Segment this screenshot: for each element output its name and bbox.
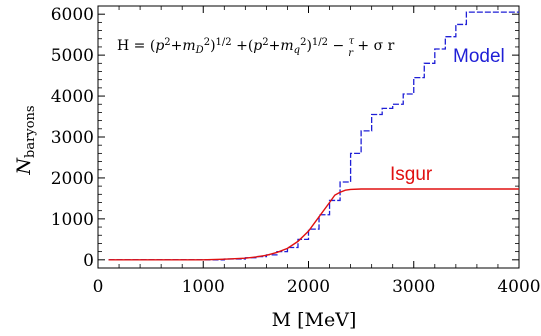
annotation-part: p	[253, 38, 262, 54]
x-tick-label: 0	[93, 277, 104, 297]
y-tick-label: 6000	[51, 5, 94, 25]
annotation-part: +	[269, 38, 281, 54]
annotation-part: +	[171, 38, 183, 54]
y-tick-label: 1000	[51, 210, 94, 230]
y-tick-label: 5000	[51, 46, 94, 66]
annotation-part: H = (	[117, 38, 155, 54]
series-layer	[108, 11, 519, 261]
annotation-part: m	[280, 38, 293, 54]
x-tick-label: 1000	[182, 277, 225, 297]
annotation-part: +(	[232, 38, 254, 54]
y-tick-label: 2000	[51, 169, 94, 189]
series-label-model: Model	[453, 46, 505, 67]
series-line-model	[108, 11, 519, 261]
y-axis-title: Nbaryons	[13, 105, 38, 175]
x-tick-label: 2000	[287, 277, 330, 297]
y-tick-label: 0	[83, 251, 94, 271]
annotation-part: −	[328, 38, 349, 54]
annotation-part: q	[294, 45, 300, 56]
tick-labels: 0 1000 2000 3000 4000 0 1000 2000 3000 4000 5000 60…	[51, 5, 541, 297]
annotation-part: + σ r	[353, 38, 395, 54]
annotation-part: 2	[300, 37, 306, 48]
annotation-part: 2	[164, 37, 170, 48]
annotation-part: 1/2	[216, 37, 232, 48]
annotation-part: )	[306, 38, 311, 54]
annotation-part: τ	[349, 36, 355, 47]
y-tick-label: 4000	[51, 87, 94, 107]
annotation-part: 1/2	[312, 37, 328, 48]
y-axis-title-main: N	[13, 157, 35, 176]
annotation-part: m	[182, 38, 195, 54]
annotation-part: D	[195, 45, 204, 56]
x-tick-label: 3000	[392, 277, 435, 297]
x-axis-title: M [MeV]	[272, 309, 357, 331]
annotation-part: 2	[262, 37, 268, 48]
annotation-part: 2	[204, 37, 210, 48]
x-tick-label: 4000	[497, 277, 540, 297]
annotation-part: )	[210, 38, 215, 54]
annotation-part: r	[348, 48, 354, 59]
y-tick-label: 3000	[51, 128, 94, 148]
y-axis-title-sub: baryons	[23, 105, 38, 158]
annotation-part: p	[155, 38, 164, 54]
series-label-isgur: Isgur	[390, 164, 433, 185]
series-line-isgur	[108, 188, 519, 261]
